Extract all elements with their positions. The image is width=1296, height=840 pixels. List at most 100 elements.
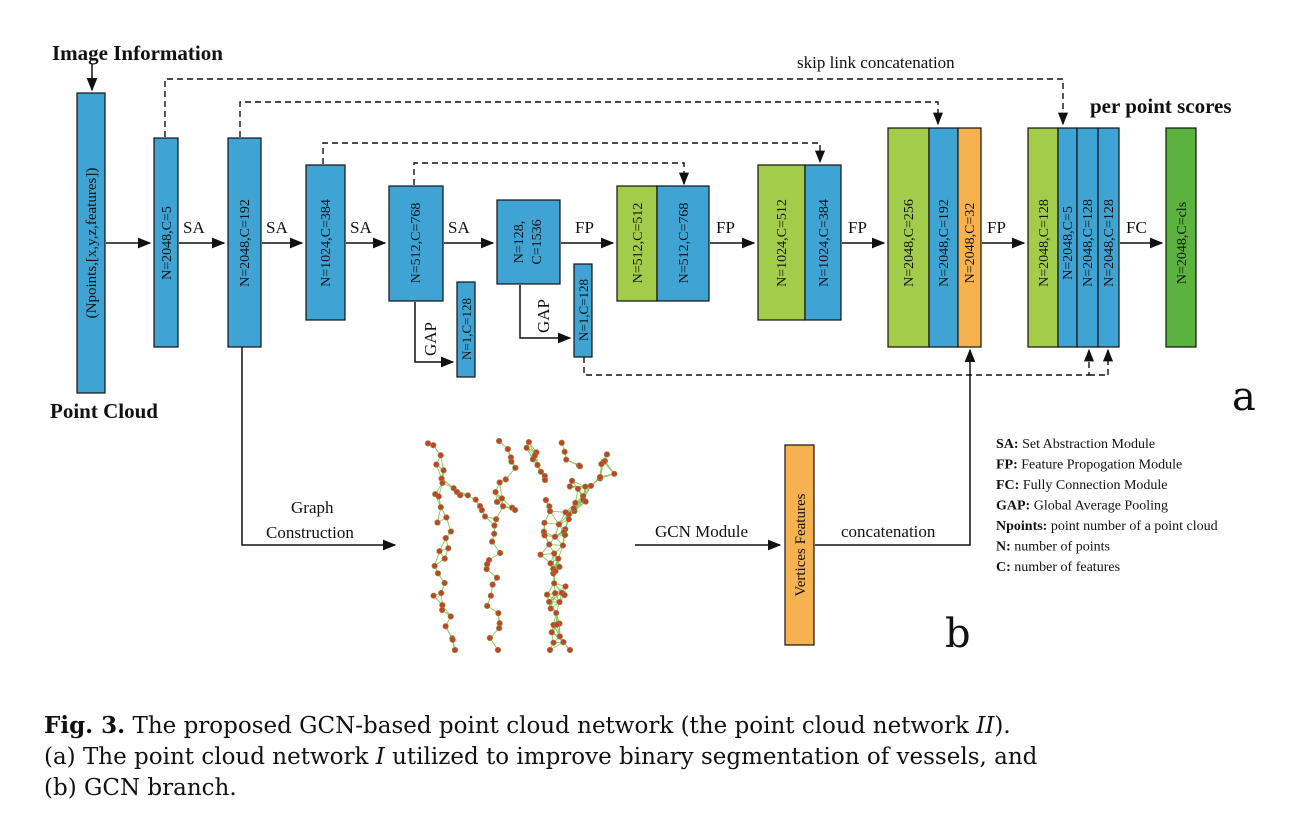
network-diagram: Image Information Point Cloud skip link … [50, 41, 1256, 657]
fp4-block-d [1097, 127, 1120, 348]
graph-node [447, 528, 455, 535]
output-block [1165, 127, 1197, 348]
graph-node [598, 460, 605, 468]
graph-node [502, 476, 509, 483]
input-block-label: (Npoints,[x,y,z,features]) [84, 168, 100, 319]
graph-node [555, 521, 563, 528]
block-2048-5-label: N=2048,C=5 [160, 206, 175, 280]
graph-node [572, 499, 579, 506]
gap-label-2: GAP [534, 299, 553, 333]
graph-node [537, 551, 544, 558]
graph-construction-label-2: Construction [266, 523, 354, 542]
graph-node [504, 446, 511, 453]
graph-node [511, 506, 519, 514]
caption-line2-italic: I [375, 744, 385, 770]
graph-node [496, 625, 503, 632]
vertices-features-label: Vertices Features [793, 493, 809, 596]
graph-node [441, 555, 448, 562]
graph-node [546, 508, 554, 515]
graph-node [560, 639, 567, 646]
graph-node [556, 633, 563, 640]
vertices-features-block [784, 444, 815, 646]
graph-node [556, 563, 563, 570]
block-1024-384 [305, 164, 346, 321]
fp-label-1: FP [575, 218, 594, 237]
graph-node [546, 646, 554, 654]
skip-link-label: skip link concatenation [797, 53, 955, 72]
graph-node [525, 439, 532, 446]
legend-item: FP: Feature Propogation Module [996, 458, 1182, 473]
block-128-1536 [496, 199, 561, 285]
graph-node [551, 550, 558, 557]
fp-label-4: FP [987, 218, 1006, 237]
caption-line1-end: ). [994, 713, 1011, 739]
graph-node [566, 646, 574, 654]
gap-block-2-label: N=1,C=128 [576, 279, 591, 341]
sa-label-2: SA [266, 218, 288, 237]
graph-node [436, 548, 443, 555]
caption-line1-italic: II [976, 713, 995, 739]
gcn-module-label: GCN Module [655, 522, 748, 541]
gap-label-1: GAP [421, 322, 440, 356]
graph-node [492, 488, 499, 496]
graph-node [541, 532, 548, 539]
graph-node [553, 609, 560, 617]
fp2-block-b-label: N=1024,C=384 [817, 199, 832, 287]
image-information-label: Image Information [52, 41, 223, 65]
fp4-block-b-label: N=2048,C=5 [1061, 206, 1076, 280]
graph-node [489, 538, 496, 545]
graph-node [478, 507, 485, 514]
graph-node [547, 560, 554, 567]
fp2-block-a-label: N=1024,C=512 [775, 199, 790, 287]
fp2-block-b [804, 164, 842, 321]
graph-node [457, 492, 464, 499]
gap-block-1 [456, 281, 476, 378]
vessel-graph-image [424, 437, 618, 654]
graph-node [497, 549, 504, 557]
graph-node [552, 590, 559, 597]
sa-label-3: SA [350, 218, 372, 237]
fp4-block-a [1027, 127, 1059, 348]
graph-node [541, 476, 549, 484]
caption-line3: (b) GCN branch. [44, 775, 237, 801]
fp1-block-a-label: N=512,C=512 [631, 203, 646, 284]
legend-item: Npoints: point number of a point cloud [996, 519, 1218, 534]
block-512-768 [388, 185, 444, 302]
graph-node [441, 579, 448, 587]
graph-node [543, 591, 551, 598]
legend-item: C: number of features [996, 560, 1120, 575]
graph-node [570, 505, 577, 512]
graph-node [547, 605, 554, 612]
graph-node [574, 485, 582, 492]
graph-node [603, 451, 611, 458]
caption-line2b: utilized to improve binary segmentation … [384, 744, 1038, 770]
fp3-block-c-label: N=2048,C=32 [963, 203, 978, 284]
gap-block-2 [573, 263, 593, 358]
per-point-scores-label: per point scores [1090, 94, 1232, 118]
graph-node [495, 610, 502, 617]
graph-node [529, 456, 536, 463]
graph-node [481, 513, 489, 520]
fp3-block-c [957, 127, 982, 348]
graph-node [437, 452, 444, 459]
input-block [76, 92, 106, 394]
graph-node [435, 493, 442, 500]
graph-node [489, 581, 496, 588]
graph-node [449, 636, 456, 643]
graph-node [551, 580, 558, 587]
graph-node [534, 461, 541, 469]
graph-node [491, 530, 498, 537]
concatenation-label: concatenation [841, 522, 936, 541]
caption-line2a: (a) The point cloud network [44, 744, 376, 770]
graph-node [438, 589, 445, 597]
graph-node [439, 479, 446, 487]
fp-label-2: FP [716, 218, 735, 237]
graph-node [493, 498, 501, 506]
graph-node [565, 516, 572, 523]
graph-node [562, 583, 569, 590]
fp-label-3: FP [848, 218, 867, 237]
graph-node [597, 473, 604, 481]
graph-node [548, 629, 555, 636]
graph-node [552, 568, 559, 575]
panel-a-label: a [1232, 374, 1256, 420]
